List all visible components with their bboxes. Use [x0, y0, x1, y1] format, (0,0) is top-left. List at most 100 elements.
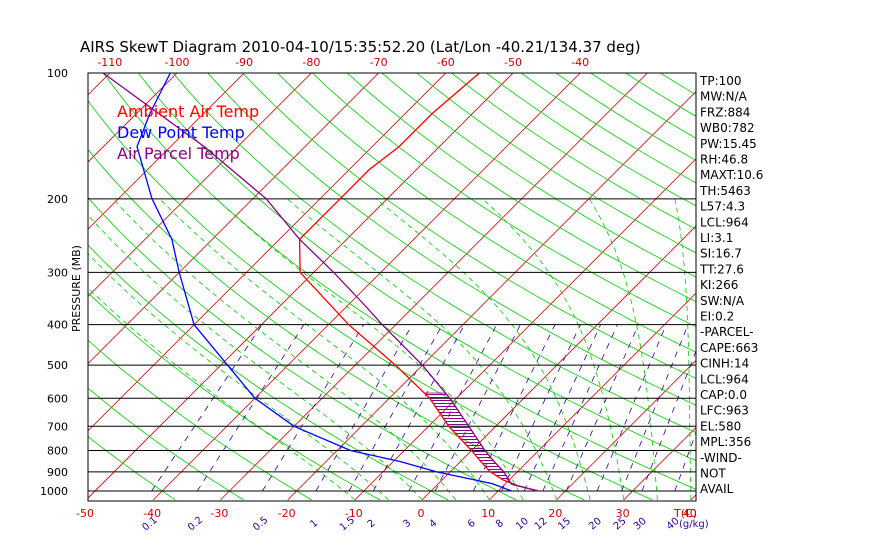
bottom-temp-tick-label: 20: [548, 507, 562, 520]
moist-adiabat-line: [112, 198, 457, 501]
cape-area: [423, 392, 514, 485]
mixing-ratio-line: [348, 324, 443, 492]
mixing-ratio-tick-label: 10: [514, 516, 531, 533]
y-axis-label: PRESSURE (MB): [70, 245, 83, 332]
mixing-ratio-line: [523, 324, 601, 492]
mixing-ratio-line: [315, 324, 413, 492]
isotherm-line: [88, 73, 514, 499]
legend-parcel-temp: Air Parcel Temp: [117, 144, 240, 163]
index-entry: LFC:963: [700, 404, 749, 418]
index-entry: TT:27.6: [699, 262, 744, 276]
top-temp-tick-label: -70: [370, 56, 388, 69]
mixing-ratio-tick-label: 30: [632, 516, 649, 533]
mixing-ratio-line: [262, 324, 364, 492]
mixing-ratio-tick-label: 0.2: [186, 515, 205, 534]
isotherm-line: [88, 73, 178, 163]
top-temp-tick-label: -60: [437, 56, 455, 69]
index-entry: CAP:0.0: [700, 388, 747, 402]
mixing-ratio-line: [408, 324, 498, 492]
isotherm-line: [88, 73, 245, 230]
bottom-temp-tick-label: 0: [418, 507, 425, 520]
legend: Ambient Air Temp Dew Point Temp Air Parc…: [117, 102, 259, 163]
pressure-tick-label: 400: [47, 319, 68, 332]
mixing-ratio-tick-label: 2: [366, 518, 378, 531]
bottom-temp-tick-label: 40: [683, 507, 697, 520]
moist-adiabat-line: [286, 198, 557, 501]
cape-shading: [423, 392, 514, 485]
dry-adiabat-line: [450, 73, 696, 230]
index-entry: EL:580: [700, 419, 741, 433]
top-temp-tick-label: -40: [571, 56, 589, 69]
pressure-tick-label: 600: [47, 392, 68, 405]
index-entry: SW:N/A: [700, 294, 745, 308]
series-lines: [102, 73, 539, 492]
dry-adiabat-line: [311, 73, 696, 328]
chart-title: AIRS SkewT Diagram 2010-04-10/15:35:52.2…: [80, 38, 641, 56]
isotherm-line: [354, 158, 696, 501]
dry-adiabat-line: [207, 73, 696, 406]
isotherm-line: [489, 292, 696, 501]
pressure-tick-label: 1000: [40, 485, 68, 498]
top-temp-tick-label: -100: [165, 56, 190, 69]
index-entry: -WIND-: [700, 451, 742, 465]
legend-ambient-temp: Ambient Air Temp: [117, 102, 259, 121]
mixing-ratio-line: [372, 324, 465, 492]
pressure-tick-labels: 100 200 300 400 500 600 700 800 900 1000: [40, 67, 68, 498]
mixing-unit-label: (g/kg): [679, 519, 709, 530]
bottom-temp-tick-labels: -50 -40 -30 -20 -10 0 10 20 30 40: [76, 507, 697, 520]
mixing-ratio-tick-label: 6: [466, 518, 478, 531]
mixing-ratio-line: [565, 324, 639, 492]
dry-adiabat-line: [88, 149, 585, 501]
moist-adiabat-line: [674, 198, 692, 500]
parcel-temp-line: [102, 73, 539, 492]
index-entry: MAXT:10.6: [700, 168, 763, 182]
isotherm-line: [421, 225, 696, 501]
dry-adiabat-line: [88, 100, 653, 501]
legend-dew-point: Dew Point Temp: [117, 123, 245, 142]
top-temp-tick-labels: -110 -100 -90 -80 -70 -60 -50 -40: [97, 56, 589, 69]
dry-adiabat-line: [416, 73, 696, 254]
mixing-ratio-tick-label: 20: [587, 516, 604, 533]
ambient-temp-line: [298, 73, 539, 492]
isotherm-line: [287, 91, 696, 501]
mixing-ratio-line: [196, 324, 305, 492]
pressure-tick-label: 200: [47, 193, 68, 206]
index-entry: L57:4.3: [700, 200, 745, 214]
moist-adiabat-line: [88, 253, 389, 501]
temp-unit-label: T(C): [673, 507, 697, 520]
dry-adiabat-line: [88, 387, 244, 501]
moist-adiabat-line: [88, 214, 423, 501]
isotherm-line: [758, 54, 870, 500]
top-temp-tick-label: -110: [97, 56, 122, 69]
bottom-temp-tick-label: 10: [481, 507, 495, 520]
mixing-ratio-tick-label: 12: [533, 516, 550, 533]
dry-adiabat-line: [88, 436, 176, 501]
dew-point-line: [136, 73, 512, 492]
index-entry: PW:15.45: [700, 137, 757, 151]
mixing-ratio-line: [621, 324, 689, 492]
dry-adiabat-line: [88, 339, 312, 501]
index-entry: CAPE:663: [700, 341, 758, 355]
mixing-ratio-line: [151, 324, 263, 492]
mixing-ratio-tick-label: 8: [494, 518, 506, 531]
dry-adiabat-line: [381, 73, 696, 278]
dry-adiabat-line: [242, 73, 696, 379]
isotherm-line: [220, 73, 648, 501]
moist-adiabat-line: [375, 198, 591, 500]
moist-adiabat-line: [88, 287, 356, 501]
index-entry: MPL:356: [700, 435, 751, 449]
isotherm-line: [88, 73, 380, 365]
top-temp-tick-label: -80: [302, 56, 320, 69]
mixing-ratio-tick-label: 4: [428, 518, 440, 531]
index-entry: KI:266: [700, 278, 738, 292]
background-lines: [88, 54, 870, 501]
mixing-ratio-tick-label: 1: [308, 518, 320, 531]
bottom-temp-tick-label: -30: [210, 507, 228, 520]
isotherm-line: [556, 359, 696, 501]
bottom-temp-tick-label: -50: [76, 507, 94, 520]
index-entry: -PARCEL-: [700, 325, 754, 339]
index-entry: AVAIL: [700, 482, 734, 496]
bottom-temp-tick-label: -10: [345, 507, 363, 520]
